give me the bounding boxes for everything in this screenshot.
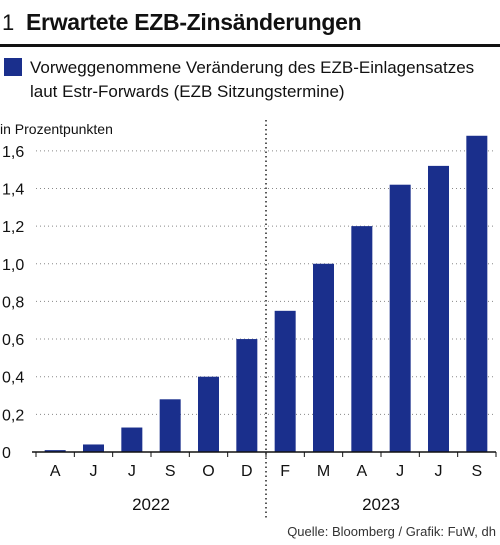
x-tick-label: F [280,463,290,480]
bar [198,376,219,452]
figure-header: 1 Erwartete EZB-Zinsänderungen [0,6,500,40]
y-tick-label: 1,2 [2,219,24,236]
legend-label: Vorweggenommene Veränderung des EZB-Einl… [30,58,475,101]
y-tick-label: 0,2 [2,407,24,424]
x-tick-label: A [356,463,367,480]
bar [274,310,296,452]
y-tick-label: 0,8 [2,294,24,311]
bar [313,263,334,452]
year-group-label: 2023 [362,495,400,514]
legend-swatch [4,58,22,76]
y-tick-label: 0,6 [2,332,24,349]
bar [351,226,373,452]
y-tick-label: 0 [2,445,11,462]
bar [428,165,449,452]
x-tick-label: J [128,463,136,480]
x-tick-label: S [165,463,176,480]
x-tick-label: J [435,463,443,480]
y-tick-label: 1,0 [2,257,24,274]
y-tick-label: 1,4 [2,181,24,198]
bar [466,135,488,452]
bar-chart: in Prozentpunkten 0 0,2 0,4 0,6 0,8 1,0 1,2 1,4 1… [0,120,497,520]
x-tick-label: D [241,463,253,480]
x-tick-label: J [396,463,404,480]
bar [83,444,104,452]
figure-number: 1 [2,10,15,35]
bar [236,339,258,452]
bar [121,427,143,452]
bar [389,184,411,452]
x-tick-label: O [202,463,214,480]
x-tick-label: J [90,463,98,480]
x-tick-label: M [317,463,330,480]
y-tick-label: 1,6 [2,144,24,161]
bar [159,399,181,452]
year-group-label: 2022 [132,495,170,514]
x-tick-label: A [50,463,61,480]
source-credit: Quelle: Bloomberg / Grafik: FuW, dh [287,524,496,539]
bar [44,450,66,452]
x-tick-label: S [471,463,482,480]
title-rule [0,44,500,47]
chart-title: Erwartete EZB-Zinsänderungen [26,9,362,35]
y-axis-label: in Prozentpunkten [0,121,113,137]
y-tick-label: 0,4 [2,370,24,387]
